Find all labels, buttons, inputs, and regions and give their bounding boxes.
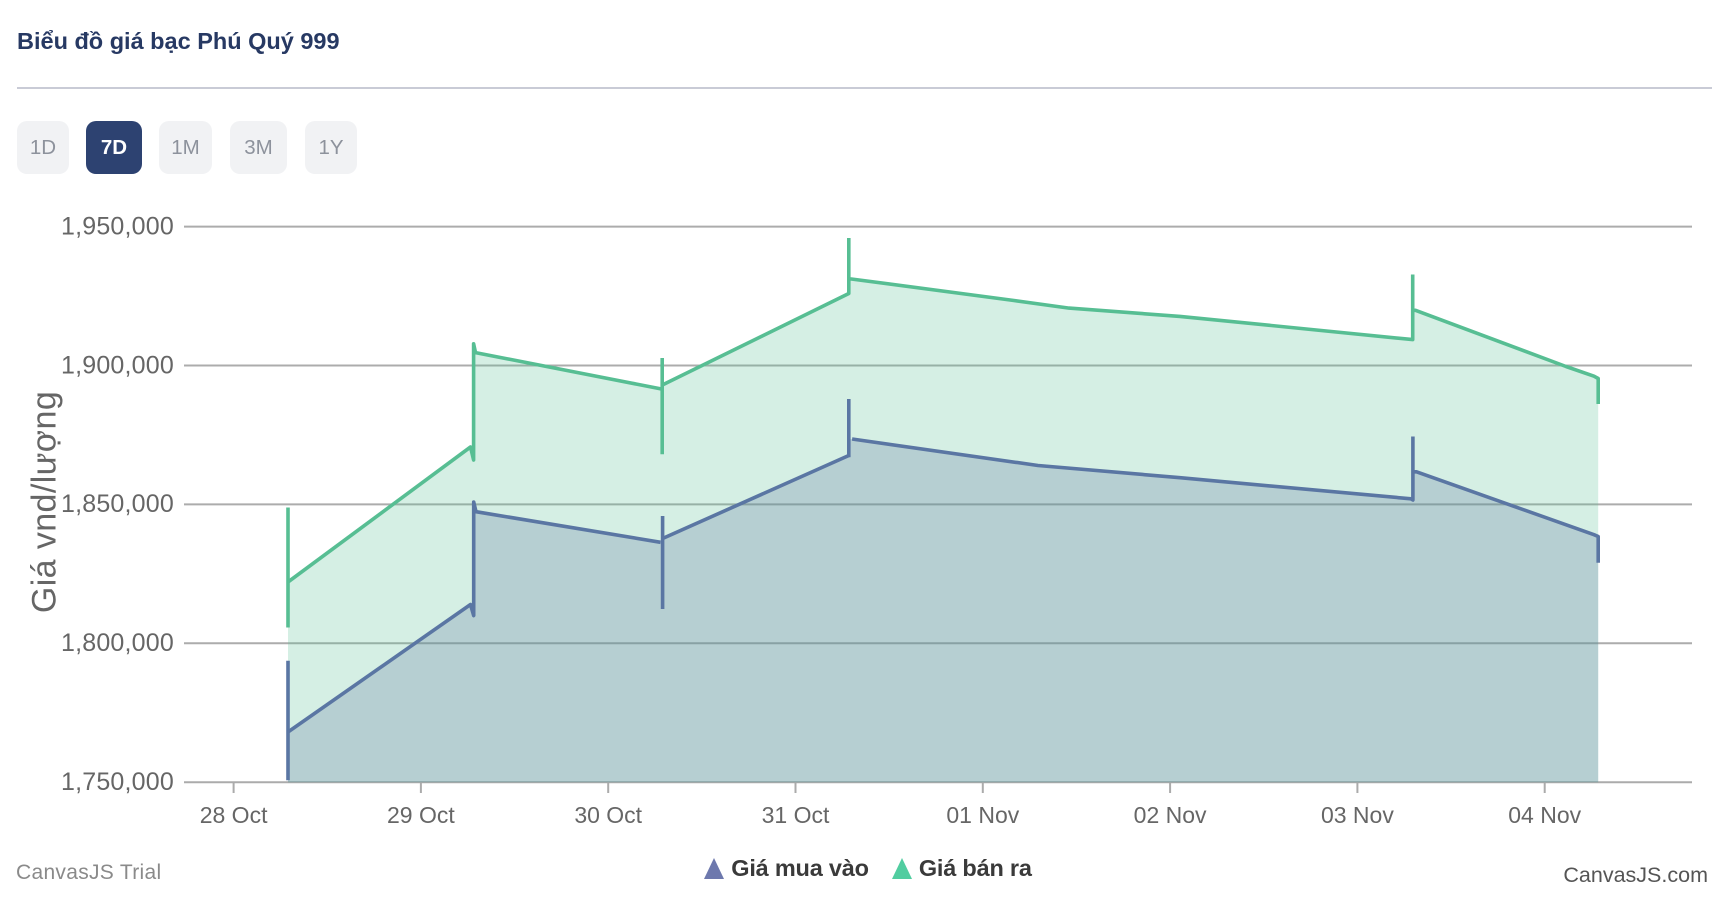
- svg-text:30 Oct: 30 Oct: [574, 802, 642, 828]
- svg-text:01 Nov: 01 Nov: [946, 802, 1019, 828]
- svg-text:1,900,000: 1,900,000: [61, 351, 174, 379]
- svg-text:29 Oct: 29 Oct: [387, 802, 455, 828]
- svg-text:Giá vnd/lượng: Giá vnd/lượng: [26, 391, 64, 613]
- svg-text:1,850,000: 1,850,000: [61, 490, 174, 518]
- svg-text:28 Oct: 28 Oct: [200, 802, 268, 828]
- svg-text:1,750,000: 1,750,000: [61, 768, 174, 796]
- svg-text:1,950,000: 1,950,000: [61, 212, 174, 240]
- svg-text:03 Nov: 03 Nov: [1321, 802, 1394, 828]
- svg-text:02 Nov: 02 Nov: [1134, 802, 1207, 828]
- svg-text:31 Oct: 31 Oct: [762, 802, 830, 828]
- svg-text:1,800,000: 1,800,000: [61, 629, 174, 657]
- svg-text:04 Nov: 04 Nov: [1508, 802, 1581, 828]
